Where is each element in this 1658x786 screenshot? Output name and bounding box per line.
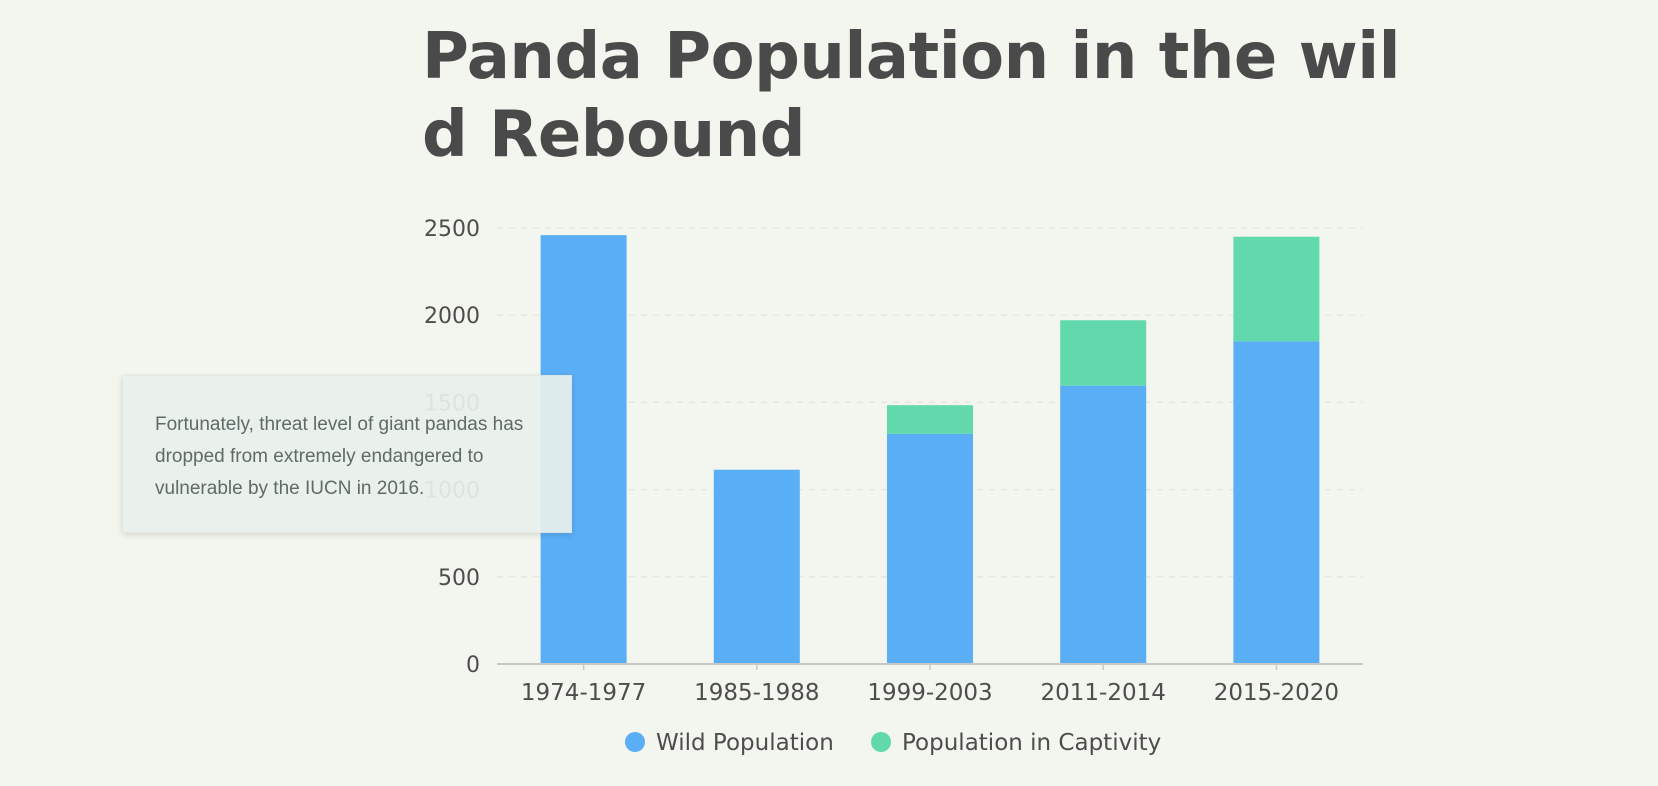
x-tick-label: 1974-1977 (521, 680, 646, 706)
bar-captivity-1999-2003[interactable] (887, 405, 973, 434)
legend[interactable]: Wild Population Population in Captivity (625, 730, 1161, 756)
y-tick-label: 2000 (424, 304, 480, 329)
x-axis-tick-labels: 1974-1977 1985-1988 1999-2003 2011-2014 2015… (521, 680, 1339, 706)
bar-wild-2015-2020[interactable] (1233, 341, 1320, 664)
bar-wild-1985-1988[interactable] (713, 469, 800, 664)
bar-wild-2011-2014[interactable] (1060, 385, 1147, 664)
legend-label: Wild Population (656, 730, 834, 756)
bar-wild-1999-2003[interactable] (887, 433, 973, 664)
bar-captivity-2015-2020[interactable] (1233, 236, 1320, 342)
legend-item-wild[interactable]: Wild Population (625, 730, 834, 756)
x-tick-label: 2011-2014 (1041, 680, 1166, 706)
x-tick-label: 2015-2020 (1214, 680, 1339, 706)
y-tick-label: 0 (466, 653, 480, 678)
tooltip-text: Fortunately, threat level of giant panda… (155, 414, 524, 499)
x-tick-label: 1985-1988 (694, 680, 819, 706)
chart-title: Panda Population in the wild Rebound (422, 20, 1401, 172)
y-tick-label: 500 (438, 566, 480, 591)
tooltip-annotation: Fortunately, threat level of giant panda… (122, 375, 572, 533)
legend-label: Population in Captivity (902, 730, 1161, 756)
x-tick-label: 1999-2003 (867, 680, 992, 706)
bar-captivity-2011-2014[interactable] (1060, 320, 1147, 386)
x-axis (497, 663, 1363, 670)
legend-marker (871, 732, 891, 752)
legend-marker (625, 732, 645, 752)
bars (540, 235, 1320, 665)
y-tick-label: 2500 (424, 217, 480, 242)
legend-item-captivity[interactable]: Population in Captivity (871, 730, 1161, 756)
